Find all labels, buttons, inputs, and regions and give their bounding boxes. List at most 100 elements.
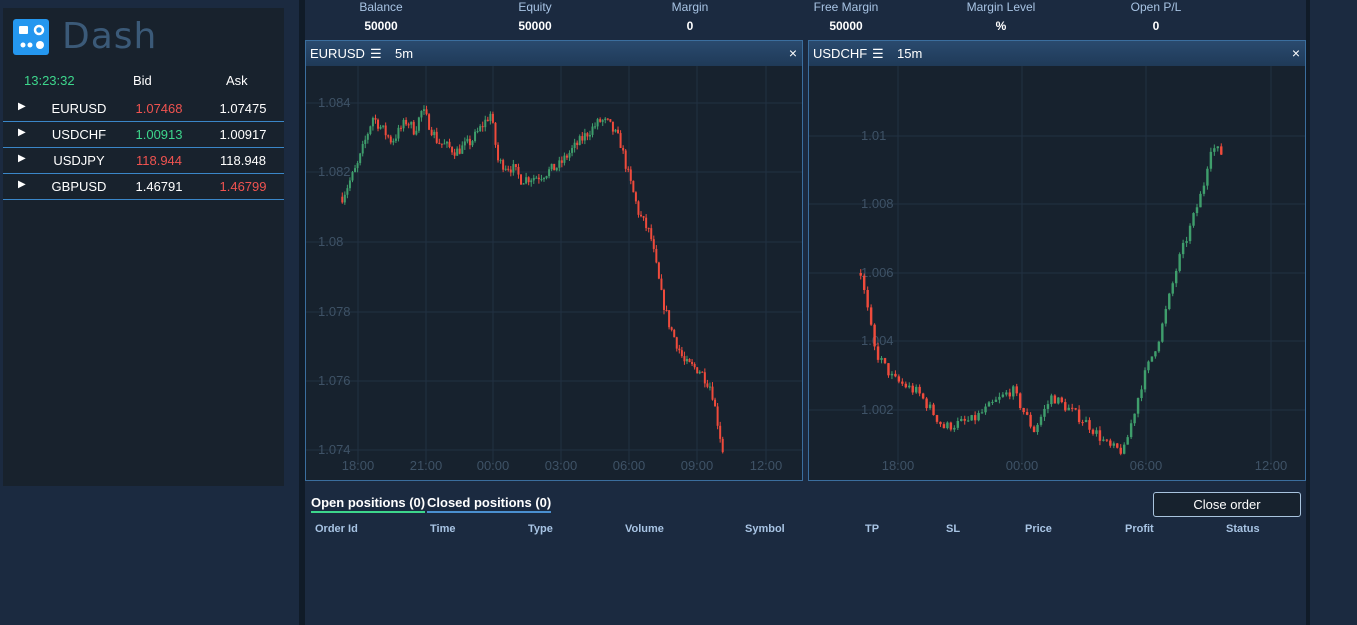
candle-body: [883, 358, 887, 364]
candle-body: [642, 216, 645, 218]
candle-body: [1216, 146, 1220, 149]
candle-body: [622, 147, 625, 151]
quote-row-gbpusd[interactable]: ▶ GBPUSD 1.46791 1.46799: [3, 174, 284, 200]
expand-arrow-icon[interactable]: ▶: [18, 127, 26, 138]
candle-body: [486, 119, 489, 121]
expand-arrow-icon[interactable]: ▶: [18, 153, 26, 164]
candle-body: [522, 183, 525, 185]
quote-row-usdjpy[interactable]: ▶ USDJPY 118.944 118.948: [3, 148, 284, 174]
candle-body: [1105, 439, 1109, 441]
candle-body: [691, 361, 694, 365]
quote-bid[interactable]: 1.46791: [135, 179, 183, 194]
candle-body: [479, 126, 482, 132]
candle-body: [696, 367, 699, 374]
x-tick-label: 00:00: [1006, 458, 1039, 473]
column-header-tp[interactable]: TP: [865, 523, 880, 535]
candle-body: [387, 135, 390, 137]
chart-timeframe[interactable]: 15m: [897, 46, 923, 61]
bid-header: Bid: [133, 73, 152, 88]
candle-body: [553, 163, 556, 171]
candle-body: [1150, 356, 1154, 362]
candle-body: [637, 201, 640, 215]
column-header-volume[interactable]: Volume: [625, 523, 664, 535]
column-header-time[interactable]: Time: [430, 523, 456, 535]
y-tick-label: 1.078: [318, 304, 351, 319]
candle-body: [430, 129, 433, 136]
y-tick-label: 1.006: [861, 265, 894, 280]
candle-body: [1043, 408, 1046, 417]
candle-body: [904, 383, 908, 388]
chart-titlebar[interactable]: USDCHF ☰ 15m ×: [809, 41, 1305, 66]
candle-body: [932, 404, 935, 416]
column-header-status[interactable]: Status: [1226, 523, 1260, 535]
chart-timeframe[interactable]: 5m: [395, 46, 414, 61]
candle-body: [897, 376, 901, 382]
candle-body: [502, 160, 505, 170]
candle-body: [507, 168, 510, 170]
column-header-type[interactable]: Type: [528, 523, 553, 535]
candle-body: [563, 155, 566, 163]
candle-body: [1178, 254, 1181, 271]
candle-body: [542, 178, 545, 180]
candle-body: [565, 155, 568, 158]
account-equity: Equity 50000: [475, 0, 595, 33]
x-tick-label: 18:00: [882, 458, 915, 473]
x-tick-label: 09:00: [681, 458, 714, 473]
quote-ask[interactable]: 1.00917: [219, 127, 267, 142]
quote-row-usdchf[interactable]: ▶ USDCHF 1.00913 1.00917: [3, 122, 284, 148]
close-icon[interactable]: ×: [1291, 45, 1300, 61]
candle-body: [379, 126, 382, 129]
tab-closed-positions[interactable]: Closed positions (0): [427, 495, 552, 513]
column-header-order-id[interactable]: Order Id: [315, 523, 358, 535]
quote-bid[interactable]: 1.07468: [135, 101, 183, 116]
column-header-sl[interactable]: SL: [946, 523, 961, 535]
candle-body: [588, 134, 591, 137]
candle-body: [1164, 309, 1168, 324]
candle-body: [984, 406, 987, 413]
hamburger-menu-icon[interactable]: ☰: [370, 46, 382, 61]
candle-body: [721, 438, 724, 453]
close-order-button[interactable]: Close order: [1153, 492, 1301, 517]
candle-body: [914, 386, 918, 393]
quote-ask[interactable]: 118.948: [219, 153, 267, 168]
candle-body: [491, 113, 494, 123]
candle-body: [382, 125, 385, 127]
candle-body: [719, 425, 722, 439]
column-header-price[interactable]: Price: [1025, 523, 1052, 535]
candle-body: [405, 119, 408, 125]
quote-row-eurusd[interactable]: ▶ EURUSD 1.07468 1.07475: [3, 96, 284, 122]
chart-window-usdchf[interactable]: USDCHF ☰ 15m × 1.01 1.008 1.006 1.004 1.002 1…: [808, 40, 1306, 481]
quote-ask[interactable]: 1.46799: [219, 179, 267, 194]
candle-body: [953, 427, 956, 430]
candle-body: [680, 350, 683, 357]
account-value: 0: [686, 19, 694, 33]
candle-body: [1157, 341, 1161, 352]
candle-body: [1209, 151, 1213, 169]
x-tick-label: 21:00: [410, 458, 443, 473]
candle-body: [1022, 408, 1025, 413]
expand-arrow-icon[interactable]: ▶: [18, 101, 26, 112]
hamburger-menu-icon[interactable]: ☰: [872, 46, 884, 61]
account-open-pl: Open P/L 0: [1096, 0, 1216, 33]
chart-window-eurusd[interactable]: EURUSD ☰ 5m × 1.084 1.082 1.08 1.078 1.076 1.…: [305, 40, 803, 481]
candlestick-chart[interactable]: 1.01 1.008 1.006 1.004 1.002 18:00 00:00 06:00 1…: [809, 66, 1305, 480]
quote-ask[interactable]: 1.07475: [219, 101, 267, 116]
candle-body: [894, 373, 897, 377]
tab-open-positions[interactable]: Open positions (0): [311, 495, 426, 513]
candle-body: [866, 289, 869, 308]
quote-bid[interactable]: 118.944: [135, 153, 183, 168]
close-icon[interactable]: ×: [788, 45, 797, 61]
expand-arrow-icon[interactable]: ▶: [18, 179, 26, 190]
candle-body: [394, 138, 397, 141]
column-header-symbol[interactable]: Symbol: [745, 523, 785, 535]
candle-body: [956, 420, 960, 428]
quote-bid[interactable]: 1.00913: [135, 127, 183, 142]
candle-body: [366, 133, 369, 140]
y-tick-label: 1.082: [318, 164, 351, 179]
candle-body: [581, 136, 584, 141]
chart-titlebar[interactable]: EURUSD ☰ 5m ×: [306, 41, 802, 66]
candle-body: [935, 415, 939, 422]
column-header-profit[interactable]: Profit: [1125, 523, 1154, 535]
candle-body: [504, 168, 507, 170]
